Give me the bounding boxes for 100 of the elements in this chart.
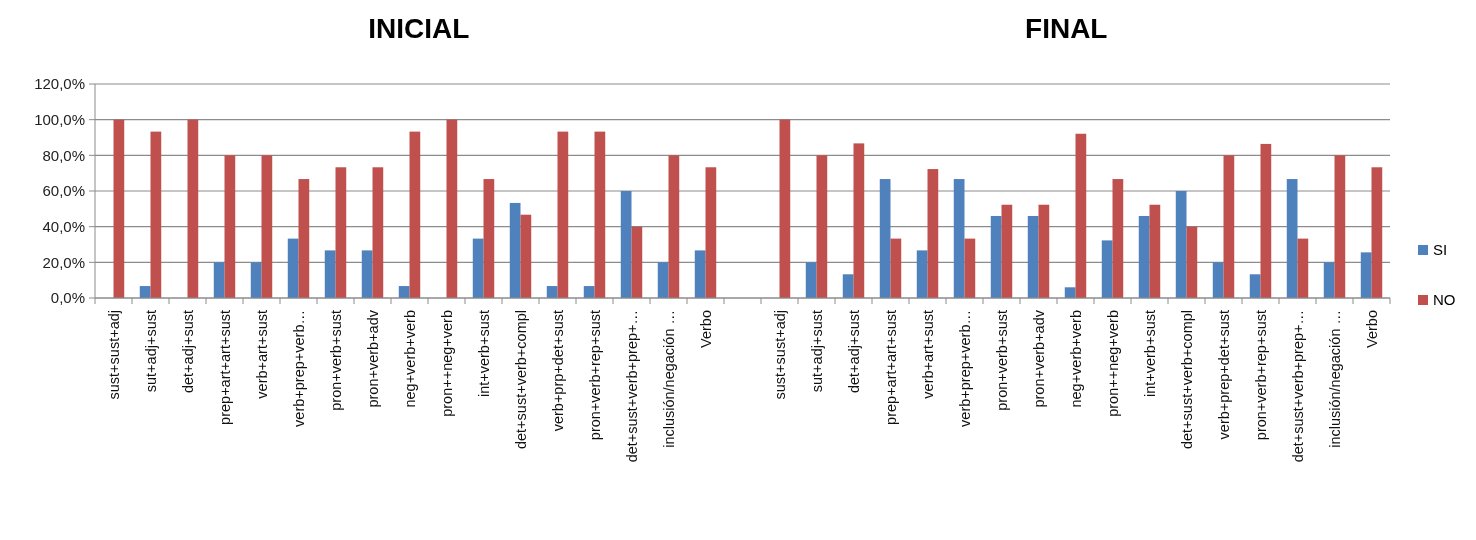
bar — [557, 131, 569, 298]
bar — [1038, 204, 1050, 298]
bar — [213, 262, 225, 298]
bar — [694, 250, 706, 298]
x-tick-label: verb+art+sust — [253, 310, 270, 399]
bar — [583, 286, 595, 298]
bar — [1334, 155, 1346, 298]
bar — [1175, 191, 1187, 298]
x-tick-label: det+sust+verb+compl — [512, 310, 529, 450]
x-tick-label: pron+verb+adv — [1030, 309, 1047, 408]
bar — [805, 262, 817, 298]
x-tick-label: Verbo — [1363, 310, 1380, 348]
y-tick-label: 100,0% — [34, 110, 85, 128]
bar — [1112, 179, 1124, 298]
x-tick-label: verb+prep+det+sust — [1215, 310, 1232, 440]
x-tick-label: inclusión/negación … — [660, 310, 677, 448]
bar — [1249, 274, 1261, 298]
x-tick-label: pron+verb+rep+sust — [1252, 310, 1269, 441]
bar — [916, 250, 928, 298]
bar — [446, 119, 458, 298]
bar — [361, 250, 373, 298]
bar — [139, 286, 151, 298]
bar — [1027, 215, 1039, 298]
bar — [990, 215, 1002, 298]
bar — [546, 286, 558, 298]
x-tick-label: neg+verb+verb — [1067, 310, 1084, 408]
x-tick-label: neg+verb+verb — [401, 310, 418, 408]
x-tick-label: sust+sust+adj — [105, 310, 122, 400]
bar — [1297, 238, 1309, 298]
y-tick-label: 0,0% — [50, 289, 85, 307]
x-tick-label: sut+adj+sust — [808, 310, 825, 393]
bar — [372, 167, 384, 298]
bar — [520, 214, 532, 298]
x-tick-label: verb+prep+verb… — [956, 310, 973, 427]
x-tick-label: prep+art+art+sust — [882, 310, 899, 425]
x-tick-label: det+sust+verb+prep+… — [623, 310, 640, 463]
x-tick-label: pron+verb+sust — [327, 310, 344, 411]
bar — [335, 167, 347, 298]
bar — [398, 286, 410, 298]
bar — [1371, 167, 1383, 298]
x-tick-label: pron++neg+verb — [1104, 310, 1121, 417]
legend-label: SI — [1433, 241, 1448, 259]
x-tick-label: sut+adj+sust — [142, 310, 159, 393]
x-tick-label: inclusión/negación … — [1326, 310, 1343, 448]
bar — [187, 119, 199, 298]
bar — [1149, 204, 1161, 298]
bar — [890, 238, 902, 298]
bar — [1075, 133, 1087, 298]
x-tick-label: pron+verb+rep+sust — [586, 310, 603, 441]
bar — [594, 131, 606, 298]
x-tick-label: pron+verb+sust — [993, 310, 1010, 411]
x-tick-label: det+adj+sust — [845, 310, 862, 394]
x-tick-label: det+adj+sust — [179, 310, 196, 394]
bar — [853, 143, 865, 298]
text: FINAL — [1025, 13, 1108, 44]
x-tick-label: verb+prep+verb… — [290, 310, 307, 427]
x-tick-label: pron++neg+verb — [438, 310, 455, 417]
y-tick-label: 60,0% — [42, 182, 85, 200]
bar — [842, 274, 854, 298]
bar — [1323, 262, 1335, 298]
bar — [1360, 252, 1372, 298]
y-tick-label: 20,0% — [42, 253, 85, 271]
bar — [1212, 262, 1224, 298]
x-tick-label: int+verb+sust — [475, 310, 492, 398]
bar — [927, 169, 939, 298]
bar — [657, 262, 669, 298]
bar — [1186, 226, 1198, 298]
bar — [224, 155, 236, 298]
x-tick-label: det+sust+verb+prep+… — [1289, 310, 1306, 463]
bar — [705, 167, 717, 298]
bar — [150, 131, 162, 298]
bar — [298, 179, 310, 298]
x-tick-label: verb+prp+det+sust — [549, 310, 566, 432]
bar — [953, 179, 965, 298]
bar — [631, 226, 643, 298]
bar — [964, 238, 976, 298]
bar — [879, 179, 891, 298]
x-tick-label: det+sust+verb+compl — [1178, 310, 1195, 450]
bar — [668, 155, 680, 298]
legend-label: NO — [1433, 291, 1456, 309]
bar — [779, 119, 791, 298]
bar — [509, 202, 521, 298]
bar — [620, 191, 632, 298]
bar — [261, 155, 273, 298]
bar — [287, 238, 299, 298]
bar — [816, 155, 828, 298]
bar — [1101, 240, 1113, 298]
text: INICIAL — [368, 13, 470, 44]
x-tick-label: sust+sust+adj — [771, 310, 788, 400]
bar — [1223, 155, 1235, 298]
x-tick-label: int+verb+sust — [1141, 310, 1158, 398]
x-tick-label: prep+art+art+sust — [216, 310, 233, 425]
y-tick-label: 80,0% — [42, 146, 85, 164]
bar — [409, 131, 421, 298]
bar — [250, 262, 262, 298]
bar — [113, 119, 125, 298]
bar — [324, 250, 336, 298]
bar — [1286, 179, 1298, 298]
bar — [483, 179, 495, 298]
bar — [472, 238, 484, 298]
